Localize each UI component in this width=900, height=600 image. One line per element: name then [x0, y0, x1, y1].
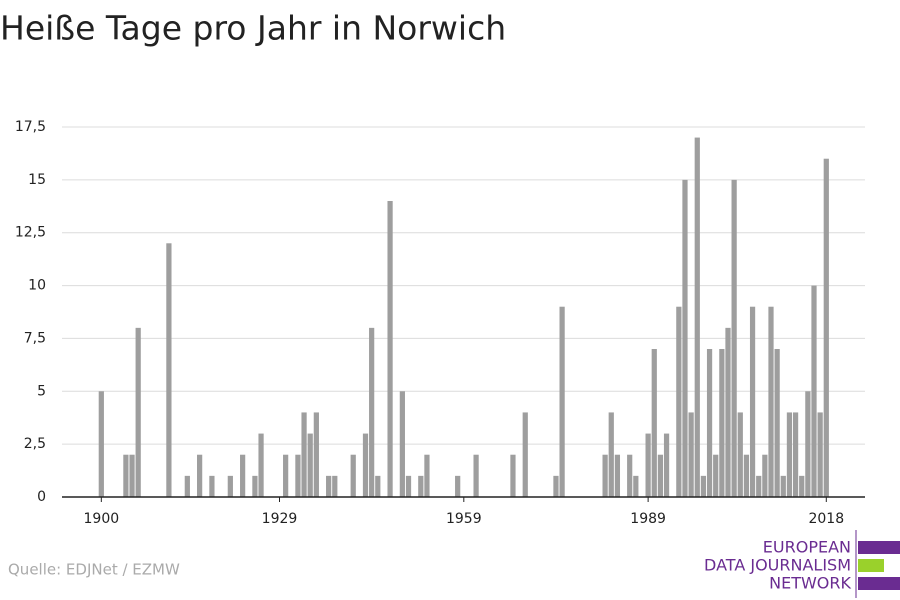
bar — [792, 412, 799, 497]
x-tick-label: 2018 — [808, 511, 844, 527]
bar — [405, 475, 412, 497]
bar — [295, 454, 301, 497]
bar — [553, 475, 559, 497]
source: Quelle: EDJNet / EZMW — [8, 561, 180, 579]
logo-bar — [858, 541, 900, 554]
bar — [657, 454, 664, 497]
bar — [786, 412, 793, 497]
bar — [98, 391, 104, 497]
bar — [645, 433, 651, 497]
bar — [725, 327, 731, 497]
bar — [369, 327, 375, 497]
bar — [252, 475, 258, 497]
logo-text: EUROPEAN — [763, 538, 851, 557]
bar — [350, 454, 356, 497]
logo-text: NETWORK — [769, 574, 851, 593]
bar — [633, 475, 639, 497]
bar — [706, 349, 713, 497]
y-tick-label: 17,5 — [15, 119, 46, 135]
bar — [602, 454, 608, 497]
bar — [805, 391, 811, 497]
bar — [823, 158, 829, 497]
bar — [375, 475, 381, 497]
y-tick-label: 7,5 — [24, 330, 46, 346]
bar — [455, 475, 461, 497]
bar — [780, 475, 786, 497]
y-tick-label: 2,5 — [24, 436, 46, 452]
bar — [817, 412, 823, 497]
bar — [283, 454, 289, 497]
bar — [700, 475, 707, 497]
bar — [651, 349, 657, 497]
bar — [799, 475, 805, 497]
x-tick-label: 1929 — [262, 511, 298, 527]
bar — [418, 475, 424, 497]
bar — [129, 454, 135, 497]
bar — [774, 349, 780, 497]
bar — [719, 349, 725, 497]
y-tick-label: 15 — [28, 172, 46, 188]
bar — [522, 412, 528, 497]
logo-text: DATA JOURNALISM — [704, 556, 851, 575]
bar — [227, 475, 233, 497]
bar — [301, 412, 307, 497]
bar — [510, 454, 516, 497]
x-tick-label: 1959 — [446, 511, 482, 527]
bar — [614, 454, 621, 497]
bar — [240, 454, 246, 497]
bar — [387, 201, 393, 497]
y-tick-label: 12,5 — [15, 225, 46, 241]
bar — [731, 179, 737, 497]
bar — [307, 433, 313, 497]
bar — [123, 454, 129, 497]
bar — [166, 243, 172, 497]
bar — [362, 433, 369, 497]
bar — [737, 412, 743, 497]
bar — [135, 327, 141, 497]
logo-bar — [858, 559, 884, 572]
bar — [258, 433, 264, 497]
y-tick-label: 0 — [37, 489, 46, 505]
logo-bar — [858, 577, 900, 590]
bar — [756, 475, 762, 497]
bar — [424, 454, 430, 497]
bar — [627, 454, 633, 497]
bar — [749, 306, 756, 497]
bar — [762, 454, 768, 497]
bar — [768, 306, 774, 497]
bar — [688, 412, 694, 497]
y-tick-label: 10 — [28, 278, 46, 294]
bar — [694, 137, 700, 498]
bar — [811, 285, 817, 497]
chart-title: Heiße Tage pro Jahr in Norwich — [0, 9, 506, 48]
bar — [713, 454, 719, 497]
bar — [682, 179, 688, 497]
bar — [197, 454, 203, 497]
bar — [332, 475, 338, 497]
bar — [608, 412, 614, 497]
y-tick-label: 5 — [37, 383, 46, 399]
bar — [326, 475, 332, 497]
bar — [313, 412, 319, 497]
bar — [473, 454, 479, 497]
bar — [676, 306, 682, 497]
bar — [559, 306, 565, 497]
bar — [743, 454, 750, 497]
bar — [399, 391, 405, 497]
x-tick-label: 1900 — [84, 511, 120, 527]
x-tick-label: 1989 — [630, 511, 666, 527]
bar — [184, 475, 190, 497]
bar — [209, 475, 215, 497]
bar — [663, 433, 670, 497]
